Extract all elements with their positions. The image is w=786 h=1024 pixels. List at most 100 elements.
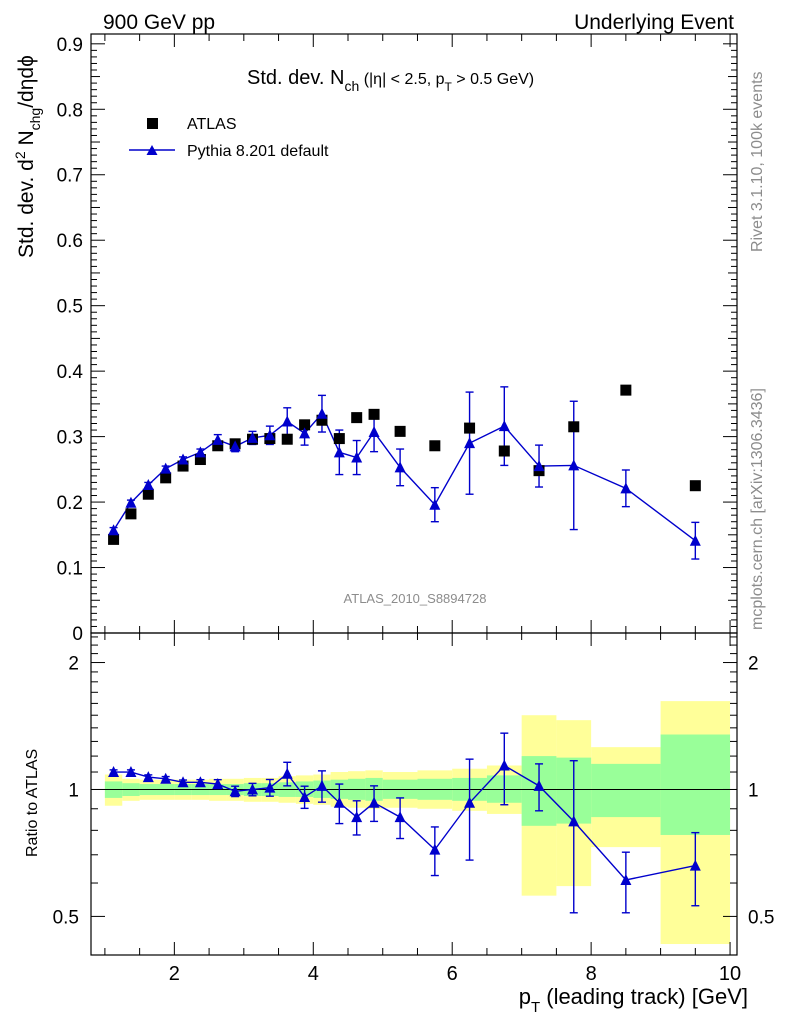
header-right: Underlying Event bbox=[574, 11, 734, 34]
pythia-point bbox=[264, 429, 276, 441]
ratio-y-tick-label-left: 0.5 bbox=[53, 907, 79, 928]
atlas-point bbox=[125, 508, 137, 520]
ratio-panel: 2 4 6 8 10 0.5 0.5 1 1 2 2 Ratio to ATLAS pT (lead… bbox=[24, 632, 774, 1016]
main-y-tick-label: 0.9 bbox=[57, 35, 83, 56]
atlas-point bbox=[689, 480, 701, 492]
atlas-point bbox=[568, 421, 580, 433]
ratio-pythia-point bbox=[368, 796, 380, 808]
main-y-tick-label: 0.1 bbox=[57, 559, 83, 580]
legend-label-pythia: Pythia 8.201 default bbox=[187, 143, 329, 160]
ratio-pythia-point bbox=[689, 859, 701, 871]
ratio-pythia-point bbox=[351, 811, 363, 823]
pythia-point bbox=[142, 479, 154, 491]
atlas-point bbox=[160, 472, 172, 484]
ratio-band-stat bbox=[660, 734, 731, 835]
main-y-tick-label: 0.7 bbox=[57, 166, 83, 187]
legend-marker-atlas bbox=[147, 118, 158, 129]
main-title: Std. dev. Nch (|η| < 2.5, pT > 0.5 GeV) bbox=[247, 67, 534, 94]
atlas-point bbox=[194, 454, 206, 466]
ratio-band-stat bbox=[591, 763, 661, 818]
pythia-point bbox=[568, 459, 580, 471]
pythia-point bbox=[498, 420, 510, 432]
ratio-pythia-point bbox=[177, 776, 189, 788]
ratio-pythia-point bbox=[333, 796, 345, 808]
pythia-point bbox=[247, 431, 258, 443]
x-tick-label: 10 bbox=[719, 963, 741, 985]
pythia-point bbox=[394, 461, 406, 473]
legend-marker-pythia bbox=[146, 145, 158, 155]
atlas-point bbox=[212, 440, 224, 452]
atlas-point bbox=[333, 433, 345, 445]
x-tick-label: 6 bbox=[447, 963, 458, 985]
main-y-tick-label: 0.5 bbox=[57, 297, 83, 318]
atlas-point bbox=[281, 433, 293, 445]
ratio-pythia-point bbox=[394, 811, 406, 823]
pythia-point bbox=[333, 446, 345, 458]
atlas-point bbox=[498, 445, 510, 457]
ratio-pythia-point bbox=[247, 783, 258, 795]
pythia-point bbox=[689, 534, 701, 546]
pythia-point bbox=[177, 453, 189, 465]
ratio-pythia-point bbox=[498, 759, 510, 771]
pythia-point bbox=[108, 524, 120, 536]
pythia-point bbox=[125, 496, 137, 508]
side-text-rivet: Rivet 3.1.10, 100k events bbox=[749, 71, 766, 252]
pythia-point bbox=[212, 433, 224, 445]
x-tick-label: 8 bbox=[586, 963, 597, 985]
ratio-y-tick-label-right: 1 bbox=[748, 780, 759, 801]
ratio-ylabel: Ratio to ATLAS bbox=[24, 749, 41, 857]
main-y-tick-label: 0.3 bbox=[57, 428, 83, 449]
pythia-point bbox=[299, 427, 311, 439]
ratio-pythia-point bbox=[212, 778, 224, 790]
ratio-y-tick-label-right: 0.5 bbox=[748, 907, 774, 928]
main-y-tick-label: 0.8 bbox=[57, 100, 83, 121]
ratio-pythia-point bbox=[429, 843, 441, 855]
ratio-pythia-point bbox=[533, 779, 545, 791]
pythia-point bbox=[281, 415, 293, 427]
legend: ATLAS Pythia 8.201 default bbox=[129, 116, 329, 160]
pythia-point bbox=[429, 498, 441, 510]
atlas-point bbox=[142, 488, 154, 500]
side-text-mcplots: mcplots.cern.ch [arXiv:1306.3436] bbox=[749, 388, 766, 630]
atlas-point bbox=[177, 460, 189, 472]
atlas-point bbox=[108, 533, 120, 545]
analysis-watermark: ATLAS_2010_S8894728 bbox=[344, 591, 487, 606]
x-axis-label: pT (leading track) [GeV] bbox=[519, 984, 748, 1016]
ratio-pythia-point bbox=[125, 766, 137, 778]
atlas-point bbox=[351, 412, 363, 424]
atlas-point bbox=[368, 408, 380, 420]
pythia-point bbox=[464, 437, 476, 449]
ratio-pythia-point bbox=[464, 796, 476, 808]
ratio-y-tick-label-right: 2 bbox=[748, 654, 759, 675]
ratio-y-tick-label-left: 1 bbox=[68, 780, 79, 801]
main-data-marks bbox=[108, 384, 701, 560]
ratio-pythia-point bbox=[229, 785, 241, 797]
ratio-axes: 2 4 6 8 10 0.5 0.5 1 1 2 2 bbox=[53, 633, 774, 985]
pythia-point bbox=[316, 407, 328, 419]
main-y-tick-label: 0.2 bbox=[57, 493, 83, 514]
atlas-point bbox=[299, 419, 311, 431]
main-y-tick-label: 0.4 bbox=[57, 362, 84, 383]
ratio-bands bbox=[104, 701, 731, 945]
x-tick-label: 4 bbox=[308, 963, 319, 985]
ratio-pythia-line bbox=[113, 764, 696, 881]
ratio-pythia-point bbox=[316, 779, 328, 791]
pythia-point bbox=[194, 446, 206, 458]
ratio-data-marks bbox=[108, 732, 701, 914]
atlas-point bbox=[464, 422, 476, 434]
main-axes: 0 0.1 0.2 0.3 0.4 0.5 0.6 0.7 0.8 0.9 bbox=[57, 34, 737, 645]
pythia-point bbox=[351, 451, 363, 463]
pythia-point bbox=[368, 426, 380, 438]
main-y-tick-label: 0.6 bbox=[57, 231, 83, 252]
main-panel: 00.10.20.30.40.50.60.70.80.9 900 GeV pp … bbox=[12, 11, 738, 645]
ratio-pythia-point bbox=[142, 771, 154, 783]
ratio-pythia-point bbox=[108, 766, 120, 778]
ratio-y-tick-label-left: 2 bbox=[68, 654, 79, 675]
atlas-point bbox=[620, 384, 632, 396]
legend-label-atlas: ATLAS bbox=[187, 116, 237, 133]
ratio-pythia-point bbox=[160, 772, 172, 784]
ratio-pythia-point bbox=[194, 776, 206, 788]
x-tick-label: 2 bbox=[169, 963, 180, 985]
atlas-point bbox=[429, 440, 441, 452]
